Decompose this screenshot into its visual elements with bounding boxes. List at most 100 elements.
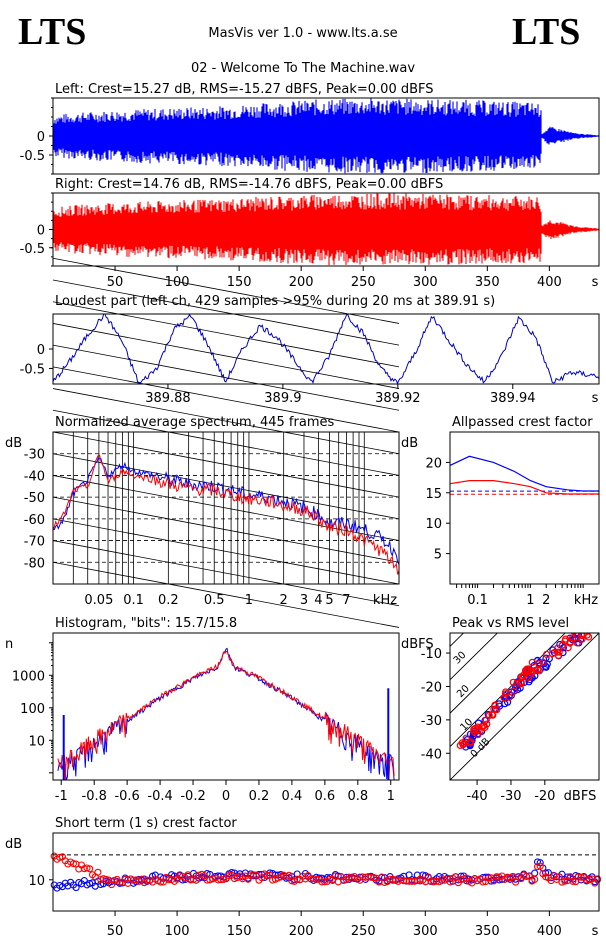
short-crest-right-point bbox=[509, 872, 517, 880]
pvr-left-point bbox=[584, 625, 590, 631]
pvr-ytick-label: -40 bbox=[421, 747, 442, 762]
pvr-right-point bbox=[519, 673, 527, 681]
spectrum-xtick-label: 0.2 bbox=[158, 593, 179, 608]
spectrum-xunit: kHz bbox=[373, 593, 397, 608]
right-waveform-title: Right: Crest=14.76 dB, RMS=-14.76 dBFS, … bbox=[55, 177, 443, 192]
time-axis-unit: s bbox=[592, 275, 599, 290]
spectrum-ytick-label: -60 bbox=[24, 513, 45, 528]
pvr-right-point bbox=[510, 687, 518, 695]
short-crest-right-point bbox=[536, 862, 544, 870]
spectrum-slope-line bbox=[52, 496, 400, 563]
short-crest-right-point bbox=[512, 878, 520, 886]
pvr-right-point bbox=[502, 688, 510, 696]
histogram-xtick-label: 0.8 bbox=[347, 789, 368, 804]
pvr-right-point bbox=[528, 658, 536, 667]
loudest-xtick-label: 389.88 bbox=[145, 391, 191, 406]
short-crest-ytick-label: 10 bbox=[28, 874, 45, 889]
pvr-right-point bbox=[505, 693, 513, 701]
time-axis-label: 50 bbox=[107, 275, 124, 290]
loudest-ytick-label: -0.5 bbox=[20, 362, 45, 377]
short-crest-right-point bbox=[370, 874, 378, 882]
short-crest-right-point bbox=[263, 871, 271, 879]
spectrum-xtick-label: 7 bbox=[342, 593, 350, 608]
time-axis-label: 200 bbox=[289, 275, 314, 290]
short-crest-xtick-label: 200 bbox=[289, 924, 314, 939]
spectrum-xtick-label: 0.1 bbox=[123, 593, 144, 608]
time-axis-label: 400 bbox=[537, 275, 562, 290]
short-crest-xtick-label: 300 bbox=[413, 924, 438, 939]
left-waveform-title: Left: Crest=15.27 dB, RMS=-15.27 dBFS, P… bbox=[55, 82, 434, 97]
short-crest-right-point bbox=[569, 877, 577, 885]
pvr-right-point bbox=[521, 666, 530, 675]
spectrum-slope-line bbox=[52, 366, 400, 433]
short-crest-right-point bbox=[249, 871, 258, 879]
histogram-xtick-label: 0.2 bbox=[249, 789, 270, 804]
pvr-right-point bbox=[481, 723, 489, 732]
spectrum-slope-line bbox=[52, 279, 400, 346]
histogram-xtick-label: 1 bbox=[387, 789, 395, 804]
crest-xtick-label: 1 bbox=[526, 593, 534, 608]
crest-left-line bbox=[449, 455, 599, 492]
spectrum-slope-line bbox=[52, 301, 400, 368]
short-crest-right-point bbox=[225, 872, 233, 880]
pvr-diagonal bbox=[450, 633, 599, 780]
histogram-xtick-label: -0.4 bbox=[147, 789, 172, 804]
time-axis-label: 250 bbox=[351, 275, 376, 290]
pvr-right-point bbox=[525, 667, 533, 675]
short-crest-right-point bbox=[285, 871, 293, 879]
pvr-right-point bbox=[583, 633, 591, 639]
spectrum-ytick-label: -30 bbox=[24, 448, 45, 463]
histogram-frame bbox=[52, 632, 400, 781]
histogram-right-line bbox=[57, 650, 395, 781]
spectrum-slope-line bbox=[52, 409, 400, 476]
histogram-yunit: n bbox=[5, 637, 13, 652]
short-crest-right-point bbox=[400, 877, 408, 885]
short-crest-right-point bbox=[116, 878, 124, 886]
logo-left: LTS bbox=[18, 11, 87, 53]
pvr-right-point bbox=[572, 633, 580, 639]
short-crest-xtick-label: 150 bbox=[227, 924, 252, 939]
short-crest-right-point bbox=[432, 877, 440, 885]
loudest-xtick-label: 389.94 bbox=[490, 391, 536, 406]
spectrum-ytick-label: -70 bbox=[24, 535, 45, 550]
crest-ytick-label: 5 bbox=[434, 548, 442, 563]
spectrum-slope-line bbox=[52, 431, 400, 498]
short-crest-xtick-label: 50 bbox=[107, 924, 124, 939]
spectrum-slope-line bbox=[52, 453, 400, 520]
crest-title: Allpassed crest factor bbox=[452, 415, 593, 430]
time-axis-label: 100 bbox=[165, 275, 190, 290]
short-crest-right-point bbox=[94, 868, 102, 876]
pvr-right-point bbox=[570, 633, 578, 635]
crest-xtick-label: 2 bbox=[542, 593, 550, 608]
pvr-right-point bbox=[578, 635, 586, 643]
short-crest-right-point bbox=[533, 863, 542, 871]
pvr-diagonal-label: 20 bbox=[455, 683, 472, 700]
short-crest-xunit: s bbox=[592, 924, 599, 939]
pvr-right-point bbox=[493, 705, 501, 714]
short-crest-frame bbox=[52, 832, 600, 912]
short-crest-right-point bbox=[531, 875, 539, 883]
pvr-diagonal bbox=[450, 633, 532, 714]
pvr-right-point bbox=[539, 658, 547, 667]
spectrum-yunit: dB bbox=[5, 436, 22, 451]
pvr-right-point bbox=[564, 644, 572, 652]
pvr-right-point bbox=[534, 665, 542, 674]
pvr-right-point bbox=[525, 671, 534, 679]
short-crest-right-point bbox=[56, 853, 64, 861]
pvr-yunit: dBFS bbox=[401, 637, 434, 652]
right-waveform-ytick-label: -0.5 bbox=[20, 242, 45, 257]
crest-right-line bbox=[449, 480, 599, 495]
pvr-right-point bbox=[553, 644, 562, 652]
pvr-xtick-label: -30 bbox=[500, 789, 521, 804]
short-crest-right-point bbox=[293, 875, 301, 883]
pvr-right-point bbox=[470, 725, 478, 733]
short-crest-right-point bbox=[452, 873, 460, 881]
time-axis-label: 350 bbox=[475, 275, 500, 290]
short-crest-right-point bbox=[561, 877, 569, 885]
spectrum-slope-line bbox=[52, 540, 400, 607]
short-crest-title: Short term (1 s) crest factor bbox=[55, 816, 237, 831]
pvr-right-point bbox=[583, 625, 589, 631]
spectrum-slope-line bbox=[52, 475, 400, 541]
